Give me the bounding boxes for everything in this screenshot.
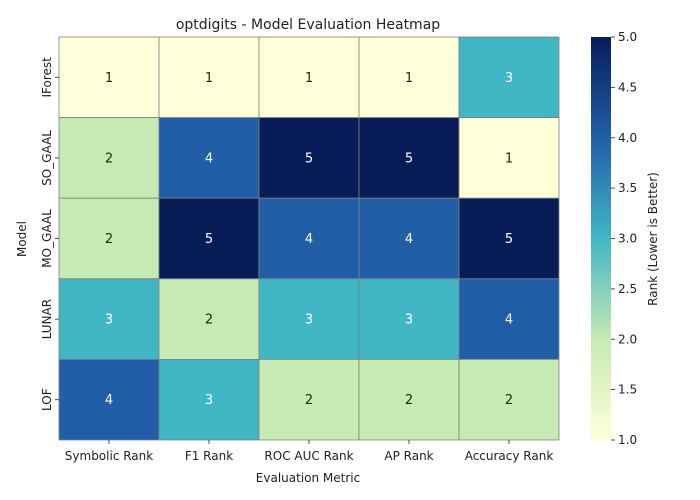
x-tick-label: ROC AUC Rank <box>264 449 353 463</box>
x-tick-label: AP Rank <box>384 449 433 463</box>
cell-value-label: 1 <box>105 71 113 86</box>
y-tick-label: IForest <box>40 57 54 98</box>
cell-value-label: 3 <box>405 313 413 328</box>
y-tick-label: SO_GAAL <box>40 130 54 186</box>
colorbar-tick-label: 5.0 <box>618 30 637 44</box>
colorbar-gradient <box>591 37 611 440</box>
colorbar-tick-label: 1.5 <box>618 383 637 397</box>
heatmap-cell <box>258 358 360 441</box>
y-tick-label: MO_GAAL <box>40 209 54 268</box>
colorbar-tick-label: 2.0 <box>618 332 637 346</box>
x-tick-label: F1 Rank <box>185 449 233 463</box>
y-tick-label: LUNAR <box>40 299 54 339</box>
cell-value-label: 5 <box>405 151 413 166</box>
colorbar-tick-label: 3.0 <box>618 232 637 246</box>
heatmap-cell <box>158 36 260 118</box>
cell-value-label: 3 <box>105 313 113 328</box>
cell-value-label: 2 <box>305 393 313 408</box>
heatmap-cell <box>258 117 360 199</box>
x-tick-label: Accuracy Rank <box>465 449 554 463</box>
cell-value-label: 5 <box>305 151 313 166</box>
heatmap-cell <box>458 358 560 441</box>
cell-value-label: 4 <box>205 151 213 166</box>
cell-value-label: 1 <box>405 71 413 86</box>
cell-value-label: 3 <box>505 71 513 86</box>
chart-title: optdigits - Model Evaluation Heatmap <box>176 17 440 33</box>
y-axis-label: Model <box>15 221 29 257</box>
cell-value-label: 5 <box>505 232 513 247</box>
colorbar-tick-label: 2.5 <box>618 282 637 296</box>
heatmap-cell <box>458 117 560 199</box>
x-tick-label: Symbolic Rank <box>65 449 153 463</box>
heatmap-cell <box>258 278 360 360</box>
cell-value-label: 2 <box>105 232 113 247</box>
cell-value-label: 4 <box>105 393 113 408</box>
heatmap-cell <box>358 278 460 360</box>
heatmap-cell <box>458 36 560 118</box>
colorbar-tick-label: 1.0 <box>618 433 637 447</box>
heatmap-cell <box>58 117 160 199</box>
colorbar-label: Rank (Lower is Better) <box>646 172 660 306</box>
colorbar-tick-label: 4.5 <box>618 80 637 94</box>
cell-value-label: 4 <box>405 232 413 247</box>
colorbar-tick-label: 4.0 <box>618 131 637 145</box>
y-tick-label: LOF <box>40 388 54 411</box>
heatmap-cell <box>58 358 160 441</box>
heatmap-cells: 1 1 1 1 3 2 4 5 5 1 2 5 4 4 5 3 2 3 3 4 4 3 2 2 2 <box>58 36 560 441</box>
cell-value-label: 1 <box>205 71 213 86</box>
heatmap-cell <box>158 278 260 360</box>
y-axis-ticks: IForest SO_GAAL MO_GAAL LUNAR LOF <box>40 57 59 411</box>
cell-value-label: 1 <box>505 151 513 166</box>
x-axis-label: Evaluation Metric <box>256 471 360 485</box>
cell-value-label: 1 <box>305 71 313 86</box>
heatmap-cell <box>258 197 360 280</box>
cell-value-label: 4 <box>305 232 313 247</box>
x-axis-ticks: Symbolic Rank F1 Rank ROC AUC Rank AP Rank A… <box>65 440 554 463</box>
cell-value-label: 4 <box>505 313 513 328</box>
heatmap-cell <box>58 36 160 118</box>
cell-value-label: 3 <box>305 313 313 328</box>
cell-value-label: 2 <box>205 313 213 328</box>
cell-value-label: 2 <box>405 393 413 408</box>
cell-value-label: 3 <box>205 393 213 408</box>
heatmap-cell <box>158 197 260 280</box>
heatmap-cell <box>158 358 260 441</box>
colorbar: 1.0 1.5 2.0 2.5 3.0 3.5 4.0 4.5 5.0 <box>591 30 637 447</box>
heatmap-cell <box>358 197 460 280</box>
cell-value-label: 5 <box>205 232 213 247</box>
colorbar-tick-label: 3.5 <box>618 181 637 195</box>
cell-value-label: 2 <box>105 151 113 166</box>
heatmap-cell <box>458 278 560 360</box>
cell-value-label: 2 <box>505 393 513 408</box>
heatmap-cell <box>358 36 460 118</box>
heatmap-cell <box>258 36 360 118</box>
heatmap-cell <box>458 197 560 280</box>
